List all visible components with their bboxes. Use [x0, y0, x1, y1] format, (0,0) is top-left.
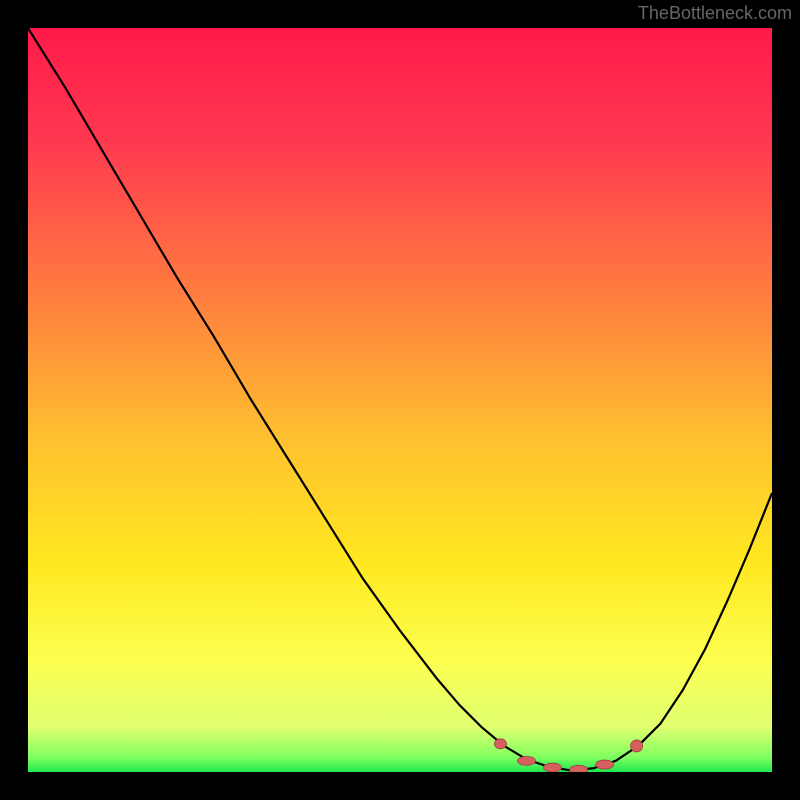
- curve-marker: [596, 760, 614, 769]
- bottleneck-curve: [28, 28, 772, 772]
- curve-marker: [631, 740, 643, 752]
- curve-line: [28, 28, 772, 771]
- curve-marker: [494, 739, 506, 749]
- chart-plot-area: [28, 28, 772, 772]
- curve-marker: [570, 765, 588, 772]
- watermark-text: TheBottleneck.com: [638, 3, 792, 24]
- curve-marker: [517, 756, 535, 765]
- curve-marker: [544, 763, 562, 772]
- curve-markers: [494, 739, 642, 772]
